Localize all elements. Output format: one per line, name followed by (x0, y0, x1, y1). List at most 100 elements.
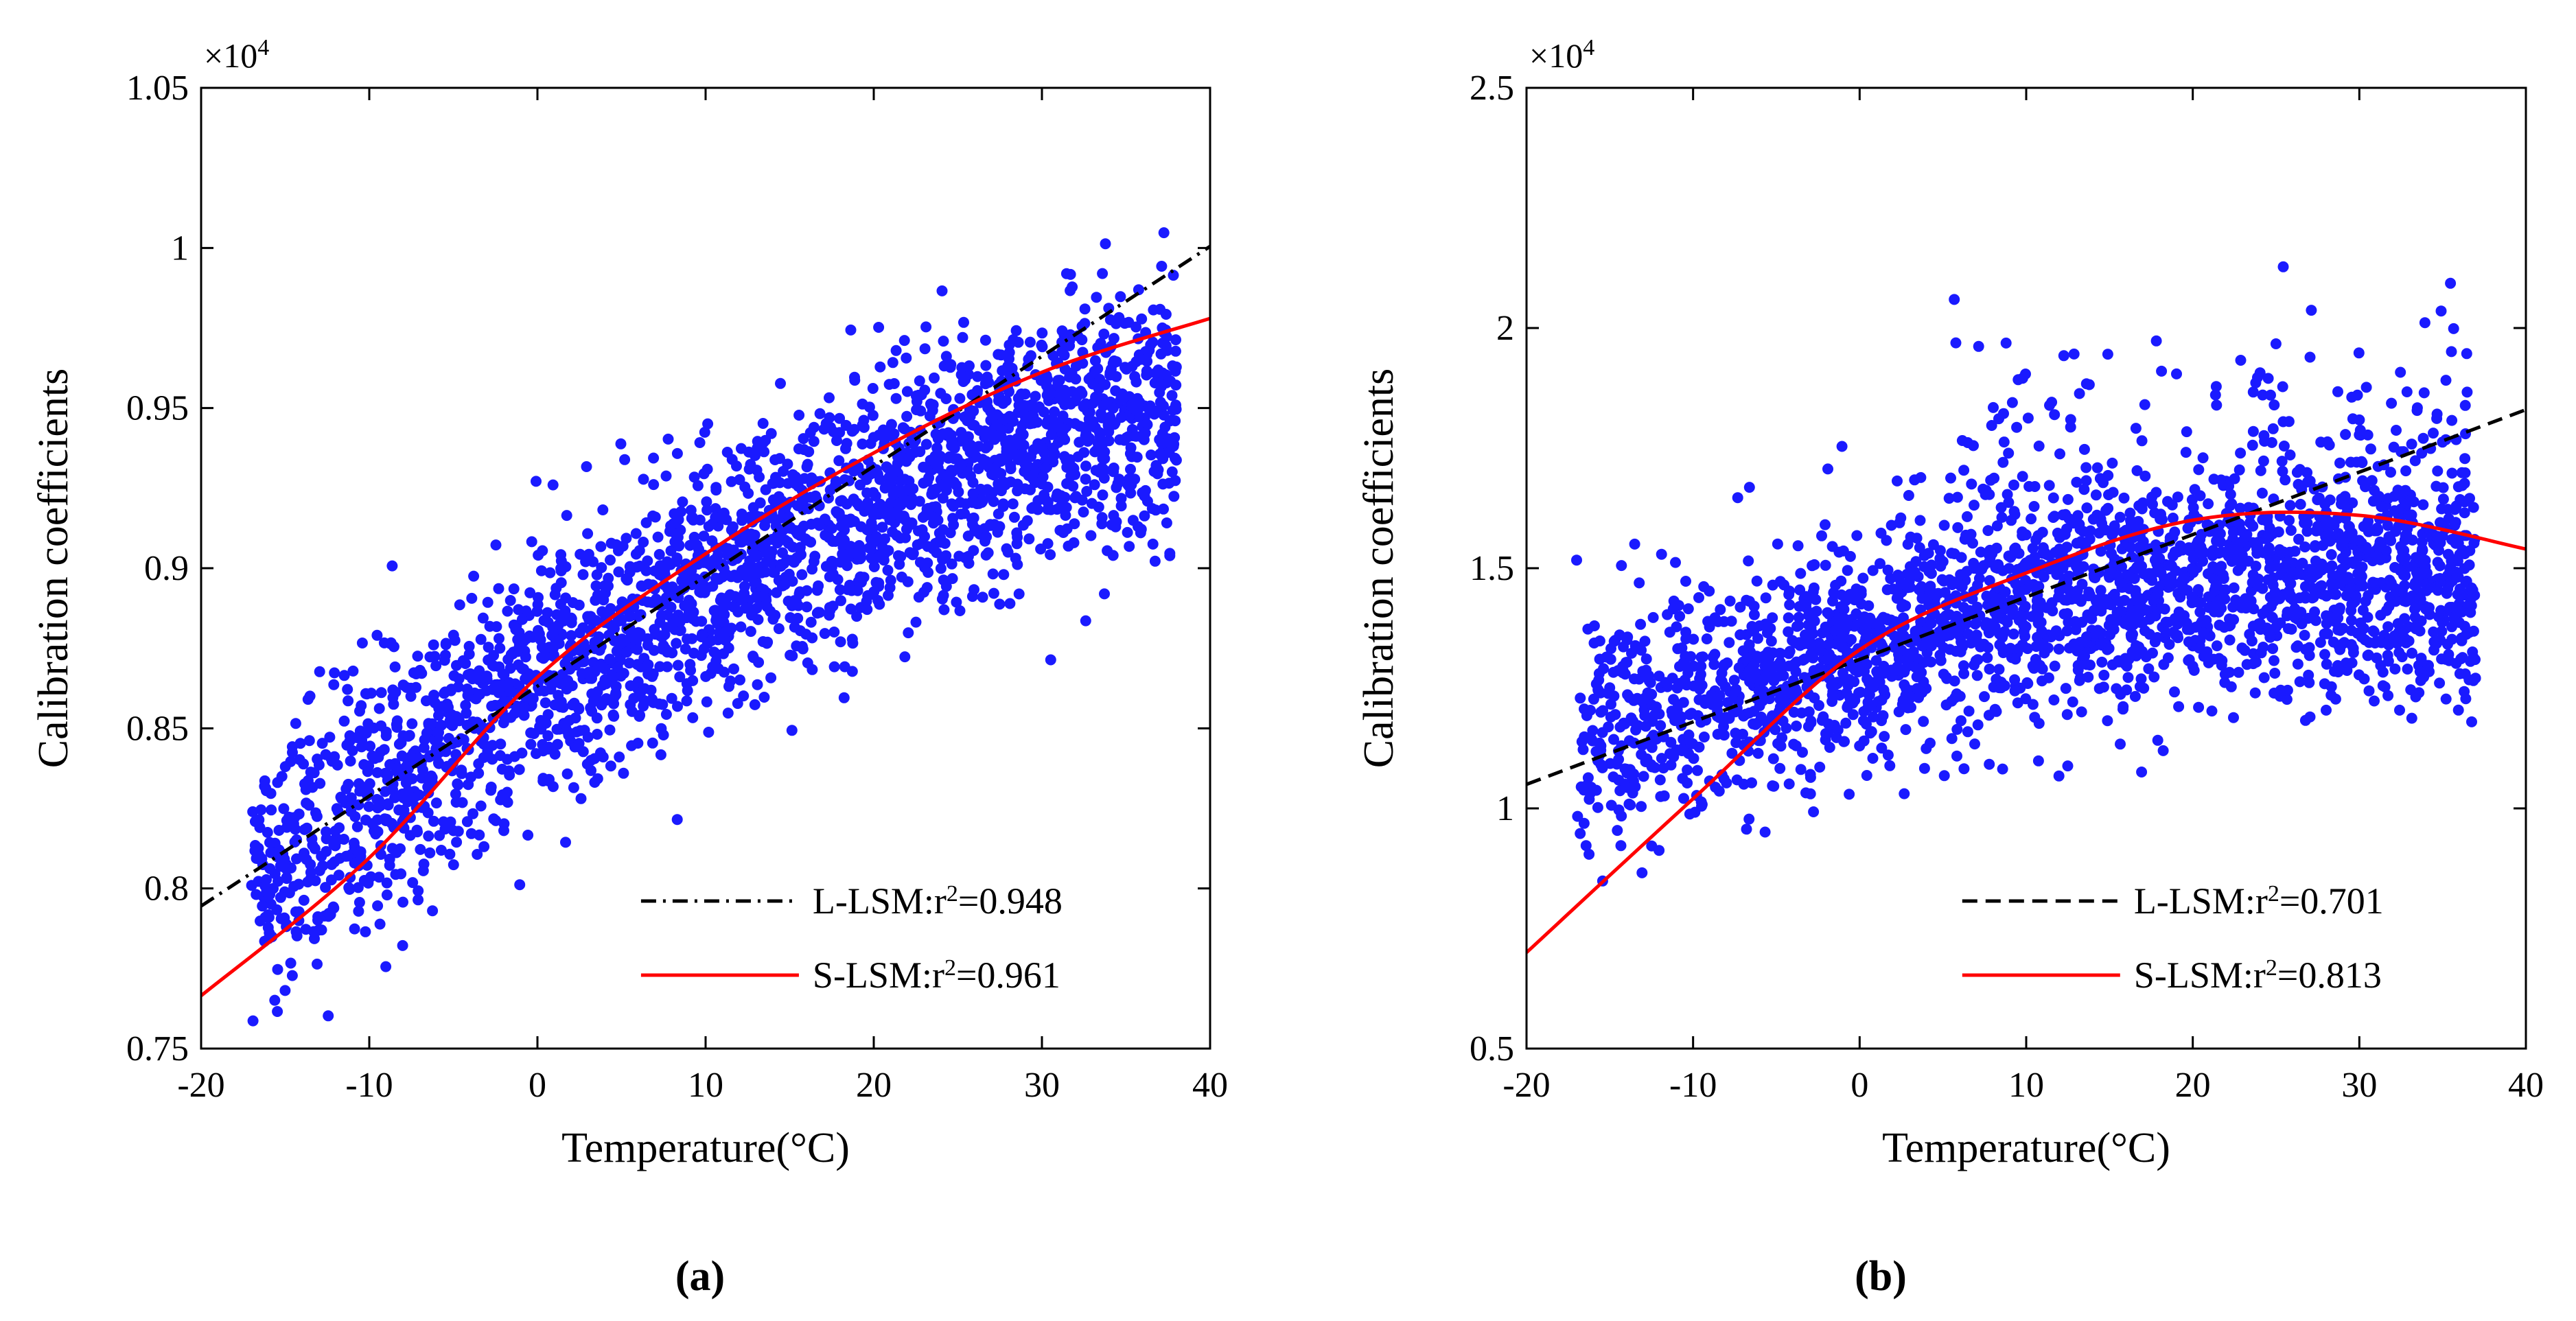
scatter-point (747, 502, 759, 513)
scatter-point (903, 627, 914, 639)
scatter-point (2219, 668, 2231, 680)
scatter-point (995, 485, 1007, 497)
scatter-point (2432, 465, 2444, 477)
scatter-point (1097, 268, 1109, 279)
scatter-point (752, 550, 763, 562)
scatter-point (831, 506, 842, 517)
scatter-point (675, 506, 687, 517)
scatter-point (312, 958, 323, 970)
scatter-point (2382, 650, 2393, 661)
scatter-point (539, 686, 550, 697)
scatter-point (1006, 443, 1018, 454)
scatter-point (861, 499, 872, 511)
scatter-point (2156, 513, 2168, 525)
scatter-point (2276, 456, 2288, 467)
scatter-point (927, 484, 939, 495)
scatter-point (1807, 652, 1819, 664)
scatter-point (2074, 675, 2085, 686)
scatter-point (1025, 350, 1036, 362)
scatter-point (2304, 351, 2316, 363)
scatter-point (1170, 404, 1182, 415)
scatter-point (610, 681, 622, 692)
scatter-point (2157, 745, 2169, 756)
scatter-point (1904, 692, 1916, 704)
scatter-point (381, 889, 393, 901)
scatter-point (1080, 474, 1091, 485)
scatter-point (1615, 840, 1627, 852)
scatter-point (671, 638, 682, 649)
scatter-point (2446, 414, 2458, 426)
scatter-point (692, 480, 704, 491)
scatter-point (993, 349, 1004, 360)
scatter-point (2135, 673, 2147, 685)
scatter-point (2459, 668, 2471, 679)
panel-a-caption-label: (a) (675, 1253, 725, 1300)
scatter-point (851, 498, 863, 509)
scatter-point (2149, 554, 2161, 565)
scatter-point (2461, 386, 2473, 398)
scatter-point (291, 853, 302, 865)
scatter-point (1163, 478, 1175, 489)
scatter-point (1850, 608, 1862, 620)
scatter-point (1962, 726, 1973, 738)
scatter-point (604, 724, 616, 736)
scatter-point (2319, 648, 2330, 660)
panel-a-legend-l-lsm: L-LSM:r2=0.948 (640, 880, 1063, 922)
scatter-point (1164, 415, 1176, 427)
scatter-point (418, 742, 430, 753)
scatter-point (743, 487, 754, 499)
scatter-point (2414, 666, 2426, 677)
scatter-point (2067, 696, 2078, 708)
scatter-point (1689, 806, 1701, 818)
scatter-point (2148, 594, 2160, 605)
scatter-point (2159, 603, 2170, 615)
scatter-point (2470, 673, 2481, 684)
scatter-point (728, 663, 739, 675)
scatter-point (2096, 656, 2108, 668)
scatter-point (2417, 432, 2429, 444)
scatter-point (1949, 548, 1960, 559)
scatter-point (1794, 584, 1806, 596)
scatter-point (1982, 525, 1994, 537)
scatter-point (294, 754, 305, 765)
scatter-point (516, 613, 528, 625)
scatter-point (1918, 762, 1930, 774)
scatter-point (2314, 637, 2326, 648)
scatter-point (1108, 333, 1119, 344)
scatter-point (1080, 430, 1091, 442)
scatter-point (2150, 487, 2162, 498)
scatter-point (375, 720, 387, 732)
scatter-point (631, 644, 643, 655)
scatter-point (384, 860, 395, 871)
scatter-point (542, 607, 553, 618)
scatter-point (987, 568, 999, 580)
scatter-point (890, 393, 902, 404)
scatter-point (2006, 515, 2017, 526)
scatter-point (920, 321, 932, 333)
scatter-point (275, 861, 287, 872)
scatter-point (677, 496, 688, 508)
scatter-point (1934, 649, 1946, 661)
scatter-point (882, 565, 894, 576)
panel-a-legend-s-lsm-label: S-LSM:r2=0.961 (813, 955, 1060, 996)
scatter-point (605, 554, 616, 566)
scatter-point (2369, 638, 2381, 648)
scatter-point (1975, 546, 1986, 558)
scatter-point (1820, 519, 1831, 530)
scatter-point (1921, 743, 1932, 754)
scatter-point (2332, 386, 2343, 397)
scatter-point (378, 744, 390, 756)
scatter-point (576, 668, 588, 679)
scatter-point (2107, 457, 2118, 469)
scatter-point (706, 635, 717, 646)
scatter-point (488, 650, 500, 662)
scatter-point (839, 535, 850, 546)
scatter-point (2398, 570, 2409, 581)
scatter-point (807, 475, 818, 487)
scatter-point (510, 624, 522, 635)
scatter-point (1988, 401, 1999, 413)
scatter-point (1984, 575, 1995, 586)
scatter-point (1587, 735, 1599, 747)
scatter-point (1096, 512, 1108, 524)
scatter-point (323, 1010, 334, 1022)
